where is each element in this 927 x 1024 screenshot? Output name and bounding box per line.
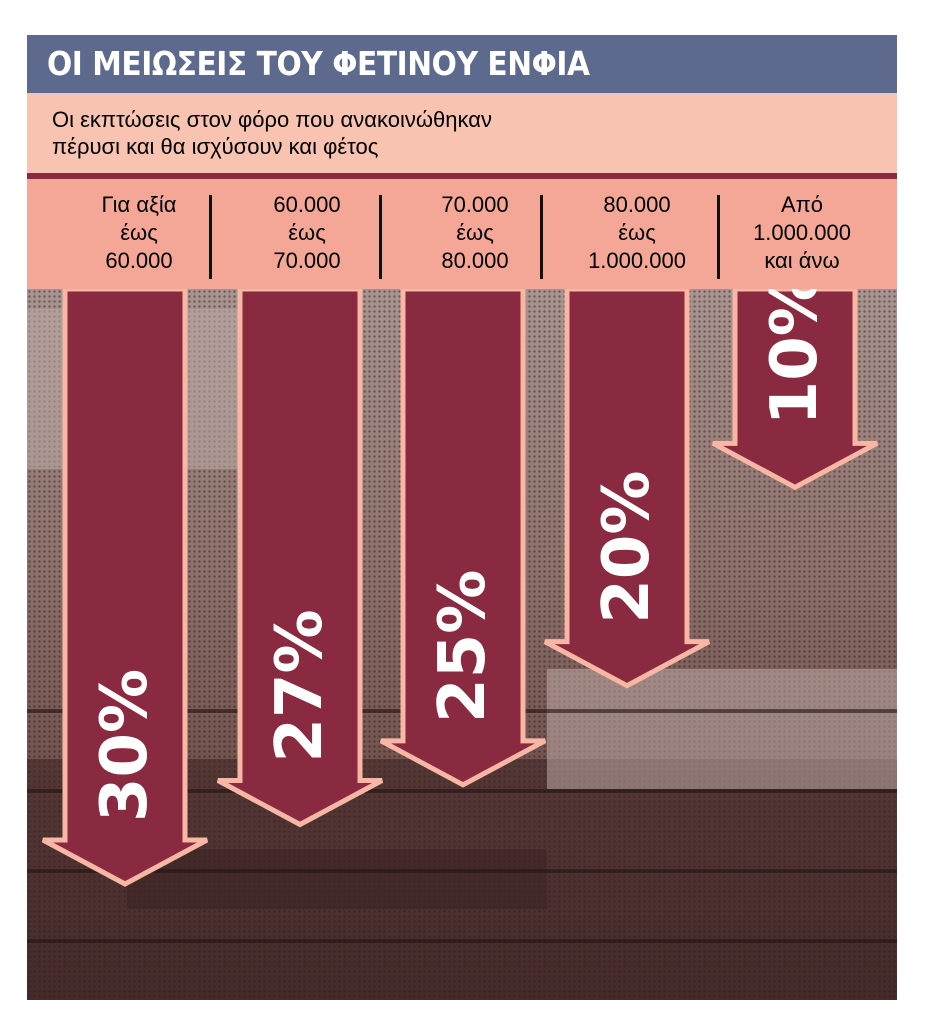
data-label-5: 10% (758, 289, 832, 425)
data-label-3: 25% (426, 570, 500, 723)
header-divider (27, 173, 897, 179)
arrow-bar-4 (543, 289, 711, 689)
arrow-bar-5 (711, 289, 879, 491)
category-label-5: Από 1.000.000 και άνω (753, 192, 851, 273)
category-separator (540, 195, 543, 279)
arrow-bar-1 (41, 289, 209, 887)
data-label-2: 27% (263, 609, 337, 762)
subtitle-line-2: πέρυσι και θα ισχύσουν και φέτος (52, 134, 379, 159)
category-label-3: 70.000 έως 80.000 (441, 192, 509, 273)
photo-building (127, 849, 547, 909)
photo-balcony-line (27, 869, 897, 873)
arrow-bar-2 (216, 289, 384, 828)
photo-building (547, 669, 897, 789)
category-label-4: 80.000 έως 1.000.000 (588, 192, 686, 273)
category-separator (717, 195, 720, 279)
subtitle-line-1: Οι εκπτώσεις στον φόρο που ανακοινώθηκαν (52, 107, 492, 132)
category-separator (379, 195, 382, 279)
category-header-row: Για αξία έως 60.000 60.000 έως 70.000 70.000… (27, 179, 897, 289)
data-label-1: 30% (88, 669, 162, 822)
photo-balcony-line (27, 789, 897, 793)
photo-balcony-line (27, 939, 897, 943)
data-label-4: 20% (590, 470, 664, 623)
chart-subtitle: Οι εκπτώσεις στον φόρο που ανακοινώθηκαν… (27, 93, 897, 173)
chart-title: ΟΙ ΜΕΙΩΣΕΙΣ ΤΟΥ ΦΕΤΙΝΟΥ ΕΝΦΙΑ (27, 35, 897, 93)
arrow-chart: 30% 27% 25% 20% 10% (41, 289, 879, 887)
category-separator (209, 195, 212, 279)
arrow-bar-3 (379, 289, 547, 788)
category-label-1: Για αξία έως 60.000 (101, 192, 177, 273)
category-label-2: 60.000 έως 70.000 (273, 192, 341, 273)
